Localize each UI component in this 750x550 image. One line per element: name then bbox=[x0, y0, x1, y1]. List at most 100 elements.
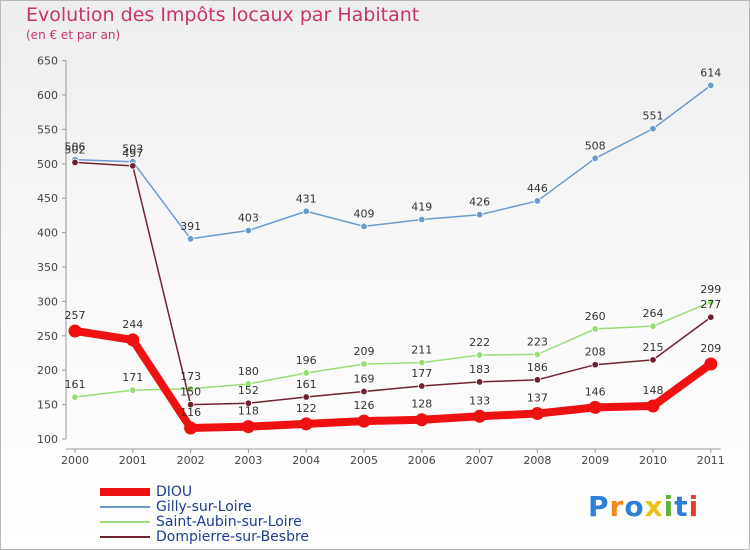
legend-item: Saint-Aubin-sur-Loire bbox=[100, 514, 360, 530]
data-label: 614 bbox=[700, 66, 721, 79]
data-point bbox=[475, 211, 484, 219]
data-point bbox=[184, 421, 198, 435]
data-point bbox=[475, 378, 484, 386]
data-point bbox=[707, 298, 715, 306]
data-point bbox=[588, 400, 602, 414]
data-label: 161 bbox=[296, 378, 317, 391]
data-label: 116 bbox=[180, 406, 201, 419]
data-label: 508 bbox=[585, 139, 606, 152]
data-point bbox=[71, 158, 79, 167]
chart-title: Evolution des Impôts locaux par Habitant bbox=[26, 4, 420, 26]
y-tick-label: 300 bbox=[37, 295, 58, 308]
data-point bbox=[591, 154, 599, 162]
x-tick-label: 2000 bbox=[61, 454, 89, 467]
legend-label: Dompierre-sur-Besbre bbox=[156, 529, 310, 545]
y-tick-label: 450 bbox=[37, 192, 58, 205]
data-point bbox=[707, 313, 715, 321]
data-point bbox=[360, 360, 368, 368]
chart-subtitle: (en € et par an) bbox=[26, 28, 121, 42]
x-tick-label: 2004 bbox=[292, 454, 320, 467]
legend-item: Gilly-sur-Loire bbox=[100, 499, 360, 515]
y-tick-label: 100 bbox=[37, 433, 58, 446]
x-tick-label: 2006 bbox=[408, 454, 436, 467]
legend-swatch bbox=[100, 521, 150, 523]
data-point bbox=[129, 386, 137, 394]
data-point bbox=[186, 400, 195, 409]
data-label: 419 bbox=[411, 201, 432, 214]
data-point bbox=[704, 357, 718, 371]
data-label: 150 bbox=[180, 386, 201, 399]
data-point bbox=[418, 358, 426, 367]
legend-item: DIOU bbox=[100, 484, 360, 500]
data-point bbox=[244, 399, 253, 407]
data-point bbox=[357, 414, 371, 428]
data-point bbox=[646, 399, 660, 413]
data-label: 152 bbox=[238, 384, 259, 397]
data-point bbox=[707, 81, 715, 90]
x-tick-label: 2003 bbox=[234, 454, 262, 467]
data-label: 161 bbox=[65, 378, 86, 391]
y-tick-label: 650 bbox=[37, 55, 58, 68]
x-tick-label: 2008 bbox=[523, 454, 551, 467]
data-label: 244 bbox=[122, 318, 143, 331]
data-point bbox=[244, 226, 253, 235]
x-tick-label: 2009 bbox=[581, 454, 609, 467]
data-label: 260 bbox=[585, 310, 606, 323]
legend-label: Gilly-sur-Loire bbox=[156, 499, 252, 515]
data-label: 426 bbox=[469, 196, 490, 209]
data-label: 299 bbox=[700, 283, 721, 296]
data-point bbox=[360, 222, 368, 231]
data-point bbox=[649, 125, 657, 133]
data-label: 409 bbox=[354, 207, 375, 220]
legend-swatch bbox=[100, 536, 150, 538]
data-point bbox=[418, 215, 426, 224]
data-point bbox=[360, 387, 368, 396]
legend-item: Dompierre-sur-Besbre bbox=[100, 529, 360, 545]
data-labels: 506 503 391 403 431 409 419 426 446 508 551 614 161 1… bbox=[65, 66, 722, 419]
data-point bbox=[299, 417, 313, 431]
data-point bbox=[530, 407, 544, 421]
data-label: 431 bbox=[296, 192, 317, 205]
data-point bbox=[302, 393, 310, 401]
data-label: 391 bbox=[180, 220, 201, 233]
legend-label: DIOU bbox=[156, 484, 193, 500]
x-tick-label: 2007 bbox=[466, 454, 494, 467]
series-line bbox=[71, 326, 715, 432]
data-point bbox=[415, 413, 429, 427]
data-label: 506 bbox=[65, 141, 86, 154]
data-label: 264 bbox=[643, 307, 664, 320]
data-label: 257 bbox=[65, 309, 86, 322]
y-tick-label: 150 bbox=[37, 399, 58, 412]
y-tick-label: 550 bbox=[37, 123, 58, 136]
data-label: 169 bbox=[354, 373, 375, 386]
data-label: 122 bbox=[296, 402, 317, 415]
data-label: 183 bbox=[469, 363, 490, 376]
data-label: 502 bbox=[65, 143, 86, 156]
series-layer bbox=[68, 81, 718, 435]
data-label: 133 bbox=[469, 394, 490, 407]
data-label: 196 bbox=[296, 354, 317, 367]
y-tick-label: 200 bbox=[37, 364, 58, 377]
data-label: 128 bbox=[411, 398, 432, 411]
data-label: 209 bbox=[700, 342, 721, 355]
y-tick-label: 400 bbox=[37, 227, 58, 240]
data-point bbox=[533, 197, 542, 205]
data-label: 126 bbox=[354, 399, 375, 412]
data-point bbox=[649, 356, 657, 364]
data-point bbox=[129, 162, 137, 170]
data-point bbox=[418, 382, 426, 390]
data-label: 173 bbox=[180, 370, 201, 383]
data-label: 503 bbox=[122, 143, 143, 156]
data-point bbox=[244, 380, 253, 388]
data-point bbox=[68, 324, 82, 338]
series-line bbox=[74, 161, 712, 406]
y-tick-label: 600 bbox=[37, 89, 58, 102]
data-label: 277 bbox=[700, 298, 721, 311]
data-label: 211 bbox=[411, 344, 432, 357]
data-point bbox=[533, 350, 542, 359]
data-label: 180 bbox=[238, 365, 259, 378]
y-tick-label: 350 bbox=[37, 261, 58, 274]
data-label: 186 bbox=[527, 361, 548, 374]
data-point bbox=[71, 393, 79, 401]
